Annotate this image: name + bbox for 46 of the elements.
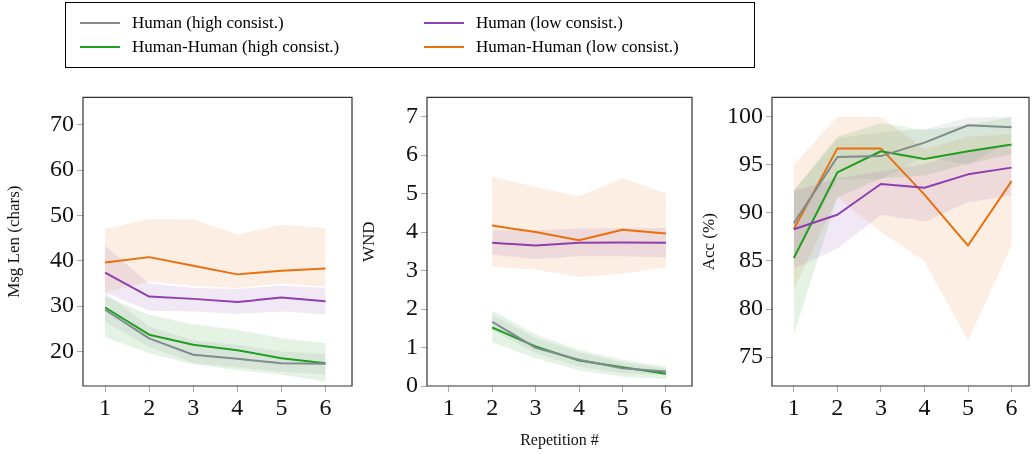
y-tick-label: 90: [739, 198, 763, 225]
legend-label: Human (high consist.): [132, 13, 284, 33]
y-tick-label: 75: [739, 342, 763, 369]
x-tick-label: 1: [787, 393, 800, 420]
x-tick-label: 6: [659, 393, 672, 420]
y-axis-title: Msg Len (chars): [3, 185, 23, 298]
x-tick-label: 2: [143, 393, 156, 420]
y-axis-title: Acc (%): [698, 213, 718, 271]
y-tick-label: 20: [50, 336, 74, 363]
x-tick-label: 1: [442, 393, 455, 420]
x-tick-label: 3: [874, 393, 887, 420]
y-tick-label: 5: [406, 178, 418, 205]
x-tick-label: 4: [231, 393, 244, 420]
y-tick-label: 7: [406, 101, 418, 128]
y-tick-label: 1: [406, 332, 418, 359]
y-tick-label: 100: [727, 101, 763, 128]
x-tick-label: 4: [573, 393, 586, 420]
x-tick-label: 5: [616, 393, 629, 420]
y-tick-label: 6: [406, 140, 418, 167]
y-tick-label: 95: [739, 150, 763, 177]
x-tick-label: 3: [529, 393, 542, 420]
x-tick-label: 2: [486, 393, 499, 420]
x-tick-label: 6: [1005, 393, 1018, 420]
x-tick-label: 1: [99, 393, 112, 420]
y-tick-label: 60: [50, 155, 74, 182]
x-tick-label: 5: [962, 393, 975, 420]
y-tick-label: 50: [50, 200, 74, 227]
y-tick-label: 70: [50, 109, 74, 136]
x-tick-label: 5: [275, 393, 288, 420]
y-tick-label: 2: [406, 294, 418, 321]
x-axis-title: Repetition #: [520, 430, 599, 449]
legend-label: Human (low consist.): [476, 13, 623, 33]
y-tick-label: 40: [50, 246, 74, 273]
legend-label: Human-Human (low consist.): [476, 37, 679, 57]
y-axis-title: WND: [358, 221, 378, 262]
x-tick-label: 4: [918, 393, 931, 420]
y-tick-label: 3: [406, 255, 418, 282]
y-tick-label: 4: [406, 217, 418, 244]
x-tick-label: 3: [187, 393, 200, 420]
x-tick-label: 6: [319, 393, 332, 420]
y-tick-label: 80: [739, 294, 763, 321]
legend-label: Human-Human (high consist.): [132, 37, 340, 57]
y-tick-label: 0: [406, 371, 418, 398]
y-tick-label: 85: [739, 246, 763, 273]
x-tick-label: 2: [831, 393, 844, 420]
y-tick-label: 30: [50, 291, 74, 318]
